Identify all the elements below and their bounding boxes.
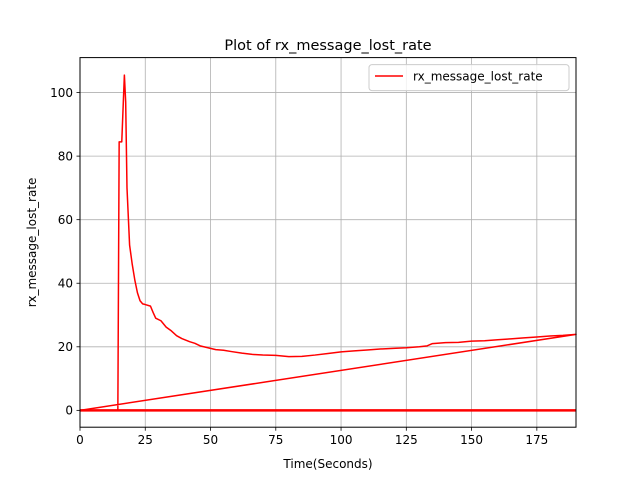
x-tick-label: 0 [76, 433, 84, 447]
y-axis-label: rx_message_lost_rate [25, 178, 39, 308]
legend-box [368, 64, 570, 92]
x-tick-label: 25 [138, 433, 153, 447]
y-tick-label: 0 [65, 404, 73, 418]
y-tick-label: 80 [58, 149, 73, 163]
series-line [79, 74, 577, 412]
y-tick-label: 60 [58, 213, 73, 227]
chart-title: Plot of rx_message_lost_rate [224, 38, 431, 54]
legend-entry-label: rx_message_lost_rate [413, 70, 543, 84]
y-tick-label: 20 [58, 340, 73, 354]
x-tick-label: 175 [525, 433, 548, 447]
x-tick-label: 50 [203, 433, 218, 447]
axis-ticks: 0 25 50 75 100 125 150 175 0 20 40 60 80 100 [50, 86, 548, 447]
y-tick-label: 100 [50, 86, 73, 100]
data-layer [79, 74, 577, 412]
plot-frame [79, 57, 577, 428]
x-tick-label: 100 [330, 433, 353, 447]
x-tick-label: 75 [268, 433, 283, 447]
x-axis-label: Time(Seconds) [282, 457, 372, 471]
y-tick-label: 40 [58, 277, 73, 291]
x-tick-label: 125 [395, 433, 418, 447]
x-tick-label: 150 [460, 433, 483, 447]
legend: rx_message_lost_rate [368, 64, 570, 92]
